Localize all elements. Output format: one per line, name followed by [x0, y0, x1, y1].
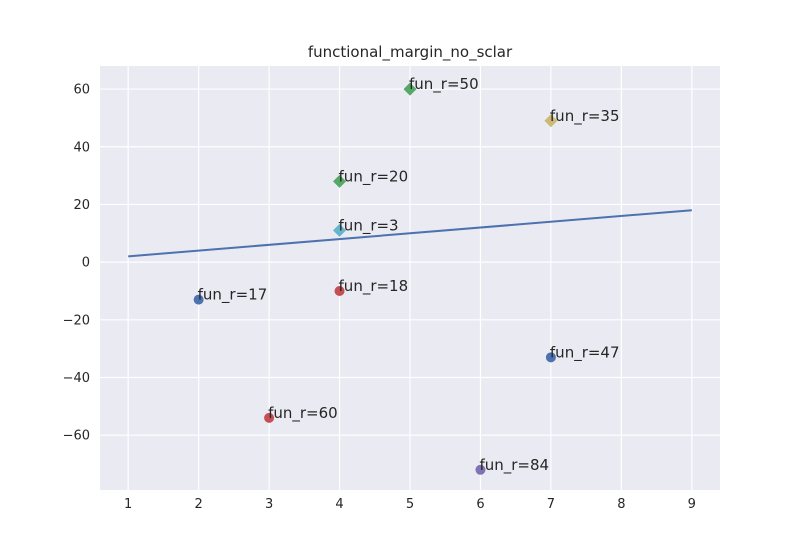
data-point-label: fun_r=18 [339, 277, 409, 296]
data-point [193, 294, 204, 305]
data-point-label: fun_r=50 [409, 75, 479, 94]
x-tick-label: 6 [476, 497, 484, 512]
line-layer [128, 209, 692, 258]
x-tick-label: 7 [547, 497, 555, 512]
x-tick-label: 9 [688, 497, 696, 512]
data-point-diamond [403, 82, 417, 96]
y-tick-label: −20 [63, 313, 90, 328]
data-point [264, 412, 275, 423]
x-tick-label: 1 [124, 497, 132, 512]
y-tick-label: 60 [73, 83, 90, 98]
x-tick-label: 2 [194, 497, 202, 512]
x-tick-label: 3 [265, 497, 273, 512]
data-point-label: fun_r=84 [479, 456, 549, 475]
y-tick-label: −60 [63, 429, 90, 444]
data-point-label: fun_r=20 [339, 167, 409, 186]
grid-layer [100, 66, 720, 490]
data-point-diamond [544, 114, 558, 128]
x-tick-label: 4 [335, 497, 343, 512]
data-point-label: fun_r=47 [550, 343, 620, 362]
data-point-diamond [333, 174, 347, 188]
y-tick-label: 40 [73, 140, 90, 155]
x-tick-label: 5 [406, 497, 414, 512]
data-point-diamond [333, 223, 347, 237]
data-point-label: fun_r=3 [339, 216, 399, 235]
point-labels-layer: fun_r=50fun_r=35fun_r=20fun_r=3fun_r=18f… [198, 75, 620, 475]
data-point-label: fun_r=17 [198, 286, 268, 305]
points-layer [193, 82, 558, 475]
data-point [334, 285, 345, 296]
fit-line [128, 209, 692, 258]
data-point-label: fun_r=60 [268, 404, 338, 423]
chart-title: functional_margin_no_sclar [308, 43, 513, 62]
y-tick-label: −40 [63, 371, 90, 386]
tick-labels-layer: 1 2 3 4 5 6 7 8 9 −60 −40 −20 0 20 40 60 [63, 83, 696, 512]
y-tick-label: 0 [82, 256, 90, 271]
data-point [545, 352, 556, 363]
x-tick-label: 8 [617, 497, 625, 512]
y-tick-label: 20 [73, 198, 90, 213]
data-point-label: fun_r=35 [550, 107, 620, 126]
data-point [475, 464, 486, 475]
